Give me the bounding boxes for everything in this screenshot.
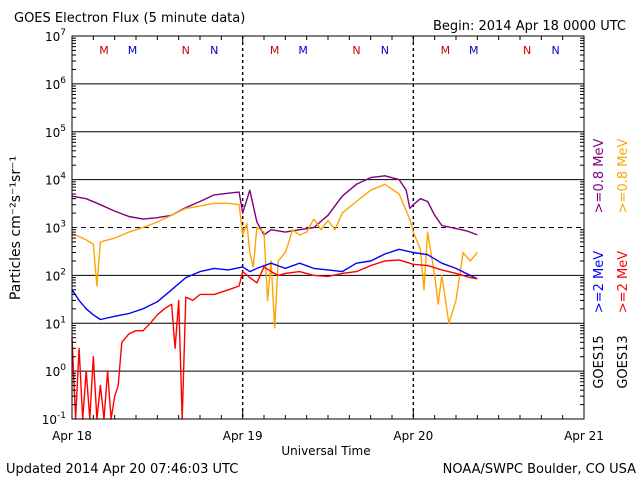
satellite-marker-label: M <box>469 44 479 57</box>
x-axis-ticks: Apr 18 Apr 19 Apr 20 Apr 21 <box>52 36 604 443</box>
satellite-marker-label: N <box>352 44 360 57</box>
series-line <box>71 183 478 329</box>
y-tick-label: 101 <box>45 315 66 331</box>
y-tick-label: 105 <box>45 124 66 140</box>
y-tick-label: 100 <box>45 363 66 379</box>
x-tick-label: Apr 21 <box>564 429 604 443</box>
y-tick-label: 103 <box>45 220 66 236</box>
legend-entry: >=0.8 MeV <box>616 139 631 214</box>
credit-label: NOAA/SWPC Boulder, CO USA <box>443 462 636 477</box>
x-axis-label: Universal Time <box>281 444 370 458</box>
legend-entry: GOES13 <box>616 335 631 388</box>
legend-entry: >=0.8 MeV <box>592 139 607 214</box>
y-tick-label: 10-1 <box>42 411 66 427</box>
chart-title: GOES Electron Flux (5 minute data) <box>14 11 245 26</box>
satellite-marker-label: M <box>128 44 138 57</box>
begin-date-label: Begin: 2014 Apr 18 0000 UTC <box>433 19 626 34</box>
y-tick-label: 104 <box>45 172 66 188</box>
satellite-marker-label: M <box>99 44 109 57</box>
y-tick-label: 102 <box>45 267 66 283</box>
y-axis-ticks: 10-1 100 101 102 103 104 105 106 107 <box>42 28 584 427</box>
y-tick-label: 107 <box>45 28 66 44</box>
legend-entry: >=2 MeV <box>616 251 631 313</box>
updated-timestamp: Updated 2014 Apr 20 07:46:03 UTC <box>6 462 238 477</box>
y-axis-label: Particles cm⁻²s⁻¹sr⁻¹ <box>8 156 24 300</box>
satellite-marker-label: N <box>551 44 559 57</box>
satellite-marker-label: M <box>270 44 280 57</box>
x-tick-label: Apr 19 <box>223 429 263 443</box>
legend-entry: >=2 MeV <box>592 251 607 313</box>
satellite-marker-label: N <box>210 44 218 57</box>
day-separators <box>241 36 415 419</box>
y-tick-label: 106 <box>45 76 66 92</box>
grid-lines <box>72 83 584 372</box>
x-tick-label: Apr 18 <box>52 429 92 443</box>
satellite-marker-label: N <box>523 44 531 57</box>
legend: GOES15 >=2 MeV >=0.8 MeV GOES13 >=2 MeV >=0.8… <box>592 139 631 389</box>
x-tick-label: Apr 20 <box>393 429 433 443</box>
series-line <box>71 259 478 420</box>
legend-entry: GOES15 <box>592 335 607 388</box>
satellite-marker-label: M <box>441 44 451 57</box>
series-layer <box>71 175 478 420</box>
satellite-marker-label: M <box>298 44 308 57</box>
satellite-marker-label: N <box>182 44 190 57</box>
series-line <box>71 248 478 321</box>
satellite-marker-label: N <box>381 44 389 57</box>
